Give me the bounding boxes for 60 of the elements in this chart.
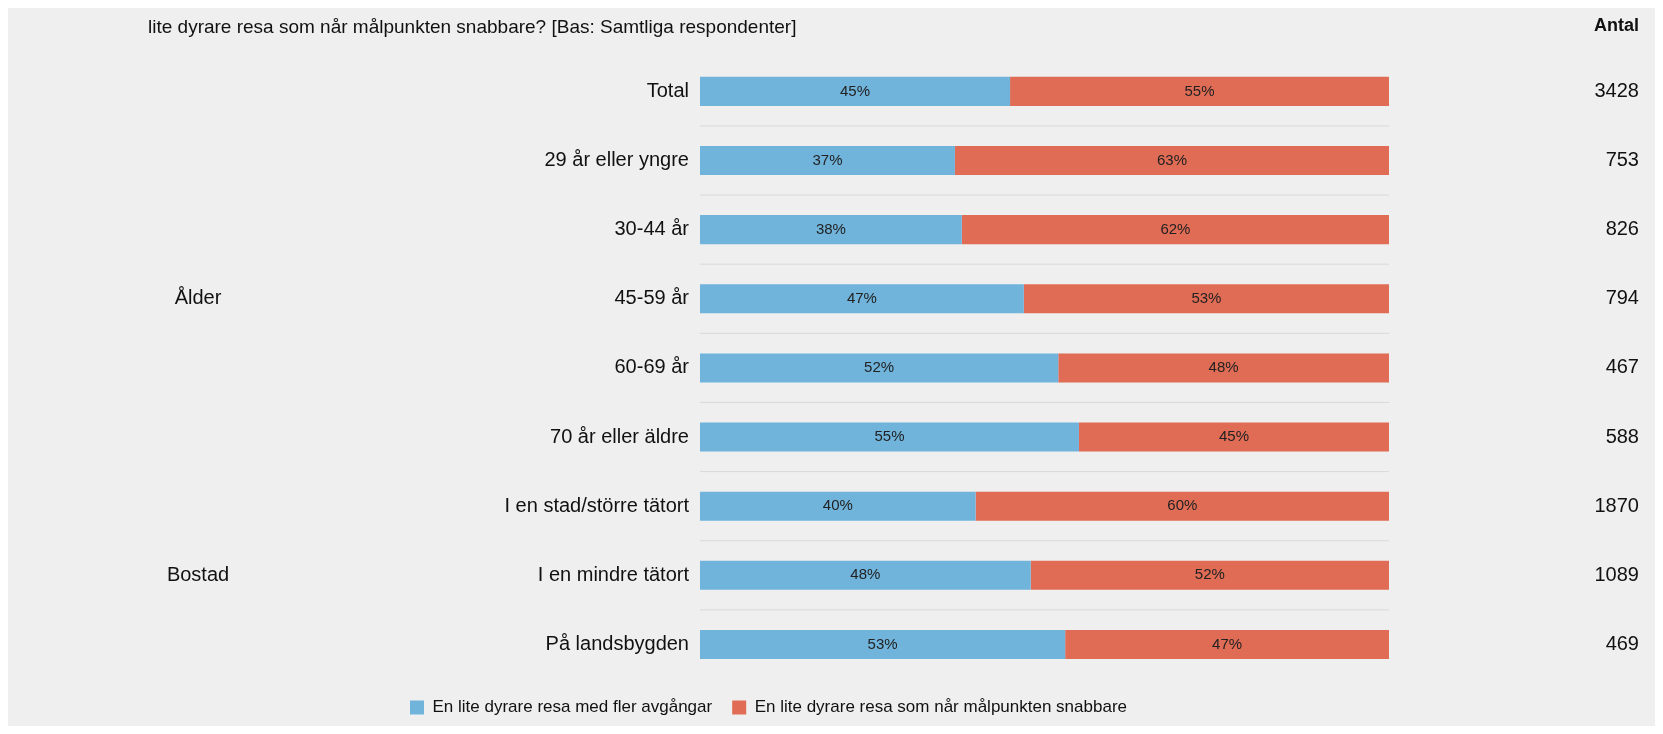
text: 794 (1605, 286, 1639, 309)
data-label: 40% (822, 496, 853, 514)
data-label: 37% (812, 150, 843, 168)
data-label: 45% (1218, 427, 1249, 445)
bar (700, 353, 1059, 383)
data-label: 55% (1184, 81, 1215, 99)
bar (1010, 76, 1389, 106)
bar (700, 629, 1066, 659)
bar (700, 284, 1024, 314)
data-label: 52% (1194, 565, 1225, 583)
data-label: 52% (864, 358, 895, 376)
bar (700, 215, 962, 245)
text: Ålder (174, 286, 222, 309)
data-label: 48% (850, 565, 881, 583)
data-label: 63% (1156, 150, 1187, 168)
bar (700, 76, 1011, 106)
bar (1023, 284, 1389, 314)
text: 753 (1605, 148, 1639, 171)
text: lite dyrare resa som når målpunkten snabbare? [Bas: Samtliga respondenter] (148, 15, 797, 37)
data-label: 53% (867, 634, 898, 652)
bar (975, 491, 1389, 521)
bar (961, 215, 1389, 245)
y-tick-label: 29 år eller yngre (544, 148, 689, 171)
data-label: 48% (1208, 358, 1239, 376)
y-tick-label: 45-59 år (614, 286, 690, 309)
text: 469 (1605, 631, 1639, 654)
text: 826 (1605, 217, 1639, 240)
bar (700, 491, 976, 521)
data-label: 60% (1167, 496, 1198, 514)
y-tick-label: 30-44 år (614, 217, 690, 240)
text: Antal (1594, 14, 1639, 35)
text: 588 (1605, 424, 1639, 447)
bar (1065, 629, 1389, 659)
legend-label: En lite dyrare resa med fler avgångar (432, 697, 713, 717)
bar (700, 560, 1031, 590)
data-label: 47% (846, 288, 877, 306)
bar (1078, 422, 1389, 452)
text: 1089 (1594, 562, 1639, 585)
bar (1058, 353, 1389, 383)
y-tick-label: I en mindre tätort (537, 562, 690, 585)
bar (954, 145, 1389, 176)
data-label: 38% (815, 219, 846, 237)
y-tick-label: På landsbygden (545, 631, 689, 654)
data-label: 55% (874, 427, 905, 445)
data-label: 47% (1212, 634, 1243, 652)
text: 1870 (1594, 493, 1639, 516)
text: 3428 (1594, 78, 1639, 101)
y-tick-label: 60-69 år (614, 355, 690, 378)
y-tick-label: 70 år eller äldre (550, 424, 689, 447)
y-tick-label: Total (646, 78, 689, 101)
text: Bostad (166, 562, 230, 585)
bar (1030, 560, 1389, 590)
y-tick-label: I en stad/större tätort (504, 493, 690, 516)
legend-label: En lite dyrare resa som når målpunkten snabbare (754, 697, 1128, 717)
text: 467 (1605, 355, 1639, 378)
data-label: 62% (1160, 219, 1191, 237)
bar (700, 145, 955, 176)
data-label: 53% (1191, 288, 1222, 306)
bar (700, 422, 1079, 452)
data-label: 45% (840, 81, 871, 99)
